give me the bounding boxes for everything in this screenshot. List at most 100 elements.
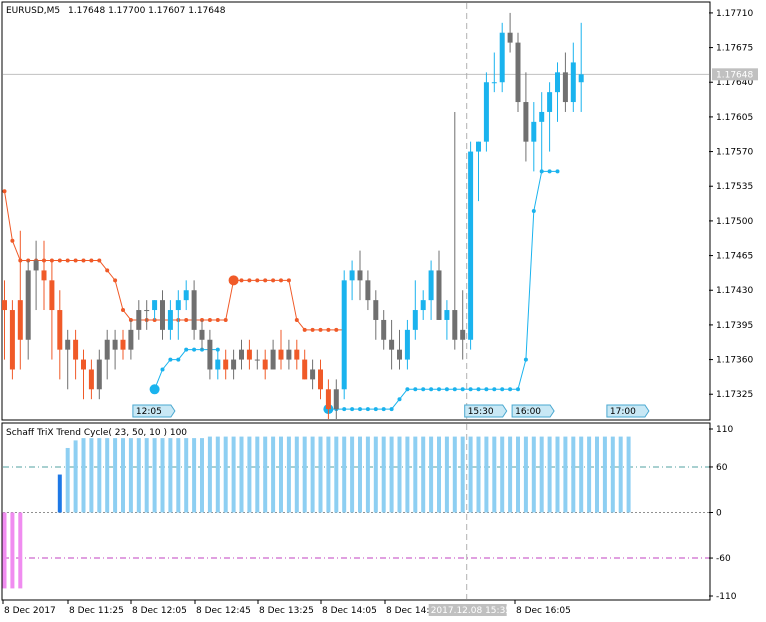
candle-body xyxy=(476,141,481,152)
price-tick-label: 1.17430 xyxy=(716,286,753,296)
indicator-bar xyxy=(523,436,528,513)
indicator-bar xyxy=(128,438,133,513)
price-tick-label: 1.17605 xyxy=(716,113,753,123)
indicator-bar xyxy=(176,438,181,513)
candle-body xyxy=(507,32,513,43)
candle-body xyxy=(73,339,79,360)
indicator-bar xyxy=(563,436,568,513)
price-tick-label: 1.17535 xyxy=(716,182,753,192)
indicator-bar xyxy=(192,438,197,513)
ind-tick-label: -60 xyxy=(716,554,731,564)
candle-body xyxy=(160,300,165,330)
indicator-bar xyxy=(97,438,102,513)
candle-body xyxy=(96,359,102,390)
candle-body xyxy=(412,310,418,330)
indicator-bar xyxy=(547,436,552,513)
indicator-bar xyxy=(571,436,576,513)
indicator-bar xyxy=(310,436,315,513)
candle-body xyxy=(570,62,576,103)
time-marker-label: 15:30 xyxy=(468,407,494,417)
indicator-bar xyxy=(381,436,386,513)
candle-body xyxy=(49,280,55,311)
candle-body xyxy=(333,389,339,410)
date-tick-label: 8 Dec 11:25 xyxy=(69,606,124,616)
price-tick-label: 1.17640 xyxy=(716,78,753,88)
candle-body xyxy=(302,359,308,380)
indicator-bar xyxy=(618,436,623,513)
indicator-bar xyxy=(255,436,260,513)
indicator-bar xyxy=(2,512,7,589)
candle-body xyxy=(499,32,505,83)
candle-body xyxy=(373,300,379,320)
candle-body xyxy=(547,92,553,112)
indicator-bar xyxy=(215,436,220,513)
indicator-bar xyxy=(429,436,434,513)
candle-body xyxy=(428,270,434,301)
indicator-bar xyxy=(144,438,149,513)
candle-body xyxy=(81,359,86,370)
indicator-bar xyxy=(294,436,299,513)
date-tick-label: 8 Dec 12:45 xyxy=(196,606,251,616)
candle-body xyxy=(9,310,15,370)
indicator-bar xyxy=(136,438,141,513)
indicator-bar xyxy=(476,436,481,513)
candle-body xyxy=(207,339,213,370)
indicator-bar xyxy=(358,436,362,513)
indicator-title: Schaff TriX Trend Cycle( 23, 50, 10 ) 10… xyxy=(6,428,187,438)
candle-body xyxy=(310,369,316,380)
lower-signal-line xyxy=(154,349,218,390)
candle-body xyxy=(262,359,268,370)
candlesticks xyxy=(2,12,584,419)
candle-body xyxy=(33,260,39,271)
upper-line-start-dot xyxy=(228,275,239,286)
time-marker-box xyxy=(464,404,508,418)
price-tick-label: 1.17570 xyxy=(716,148,753,158)
indicator-histogram xyxy=(2,436,631,589)
indicator-bar xyxy=(121,438,125,513)
candle-body xyxy=(270,349,276,370)
indicator-bar xyxy=(18,512,23,589)
indicator-bar xyxy=(279,436,283,513)
indicator-bar xyxy=(89,438,94,513)
indicator-bar xyxy=(405,436,410,513)
indicator-bar xyxy=(484,436,489,513)
indicator-bar xyxy=(579,436,584,513)
candle-body xyxy=(2,300,7,311)
bid-price-box xyxy=(712,68,758,81)
candle-body xyxy=(254,359,260,361)
candle-body xyxy=(357,270,363,281)
candle-body xyxy=(420,300,426,311)
time-marker-label: 16:00 xyxy=(515,407,541,417)
indicator-bar xyxy=(286,436,291,513)
indicator-bar xyxy=(350,436,355,513)
indicator-bar xyxy=(239,436,244,513)
lower-line-start-dot xyxy=(149,384,160,395)
indicator-bar xyxy=(365,436,370,513)
candle-body xyxy=(523,102,529,142)
date-highlight-box xyxy=(428,604,507,616)
price-tick-label: 1.17675 xyxy=(716,44,753,54)
bid-price-label: 1.17648 xyxy=(716,70,753,80)
indicator-bar xyxy=(200,438,204,513)
candle-body xyxy=(223,359,229,370)
indicator-bar xyxy=(555,436,560,513)
candle-body xyxy=(531,121,537,142)
candle-body xyxy=(397,349,402,360)
candle-body xyxy=(562,72,568,103)
indicator-bar xyxy=(302,436,307,513)
candle-body xyxy=(460,329,466,340)
indicator-bar xyxy=(152,438,157,513)
indicator-bar xyxy=(223,436,228,513)
indicator-bar xyxy=(539,436,544,513)
candle-body xyxy=(491,82,497,84)
price-tick-label: 1.17325 xyxy=(716,390,753,400)
time-marker-label: 12:05 xyxy=(136,407,162,417)
indicator-bar xyxy=(452,436,457,513)
ind-tick-label: 60 xyxy=(716,463,728,473)
candle-body xyxy=(286,349,292,360)
indicator-bar xyxy=(105,438,110,513)
lower-signal-line xyxy=(328,170,558,410)
candle-body xyxy=(167,310,173,330)
indicator-bar xyxy=(184,438,189,513)
